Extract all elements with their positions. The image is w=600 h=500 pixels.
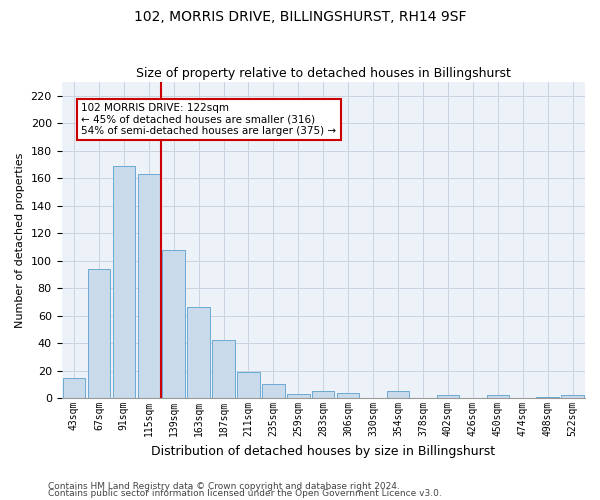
Bar (387, 392, 409, 398)
Text: 102 MORRIS DRIVE: 122sqm
← 45% of detached houses are smaller (316)
54% of semi-: 102 MORRIS DRIVE: 122sqm ← 45% of detach… (82, 102, 337, 136)
Bar (337, 392, 359, 398)
Y-axis label: Number of detached properties: Number of detached properties (15, 152, 25, 328)
Bar (312, 392, 334, 398)
Text: Contains public sector information licensed under the Open Government Licence v3: Contains public sector information licen… (48, 489, 442, 498)
Title: Size of property relative to detached houses in Billingshurst: Size of property relative to detached ho… (136, 66, 511, 80)
Bar (88, 269, 110, 398)
Bar (137, 174, 160, 398)
Bar (163, 250, 185, 398)
Bar (287, 394, 310, 398)
Bar (63, 378, 85, 398)
Bar (562, 396, 584, 398)
Bar (187, 308, 210, 398)
Bar (262, 384, 284, 398)
Bar (437, 396, 459, 398)
Bar (536, 397, 559, 398)
X-axis label: Distribution of detached houses by size in Billingshurst: Distribution of detached houses by size … (151, 444, 496, 458)
Text: Contains HM Land Registry data © Crown copyright and database right 2024.: Contains HM Land Registry data © Crown c… (48, 482, 400, 491)
Bar (487, 396, 509, 398)
Bar (237, 372, 260, 398)
Text: 102, MORRIS DRIVE, BILLINGSHURST, RH14 9SF: 102, MORRIS DRIVE, BILLINGSHURST, RH14 9… (134, 10, 466, 24)
Bar (113, 166, 135, 398)
Bar (212, 340, 235, 398)
